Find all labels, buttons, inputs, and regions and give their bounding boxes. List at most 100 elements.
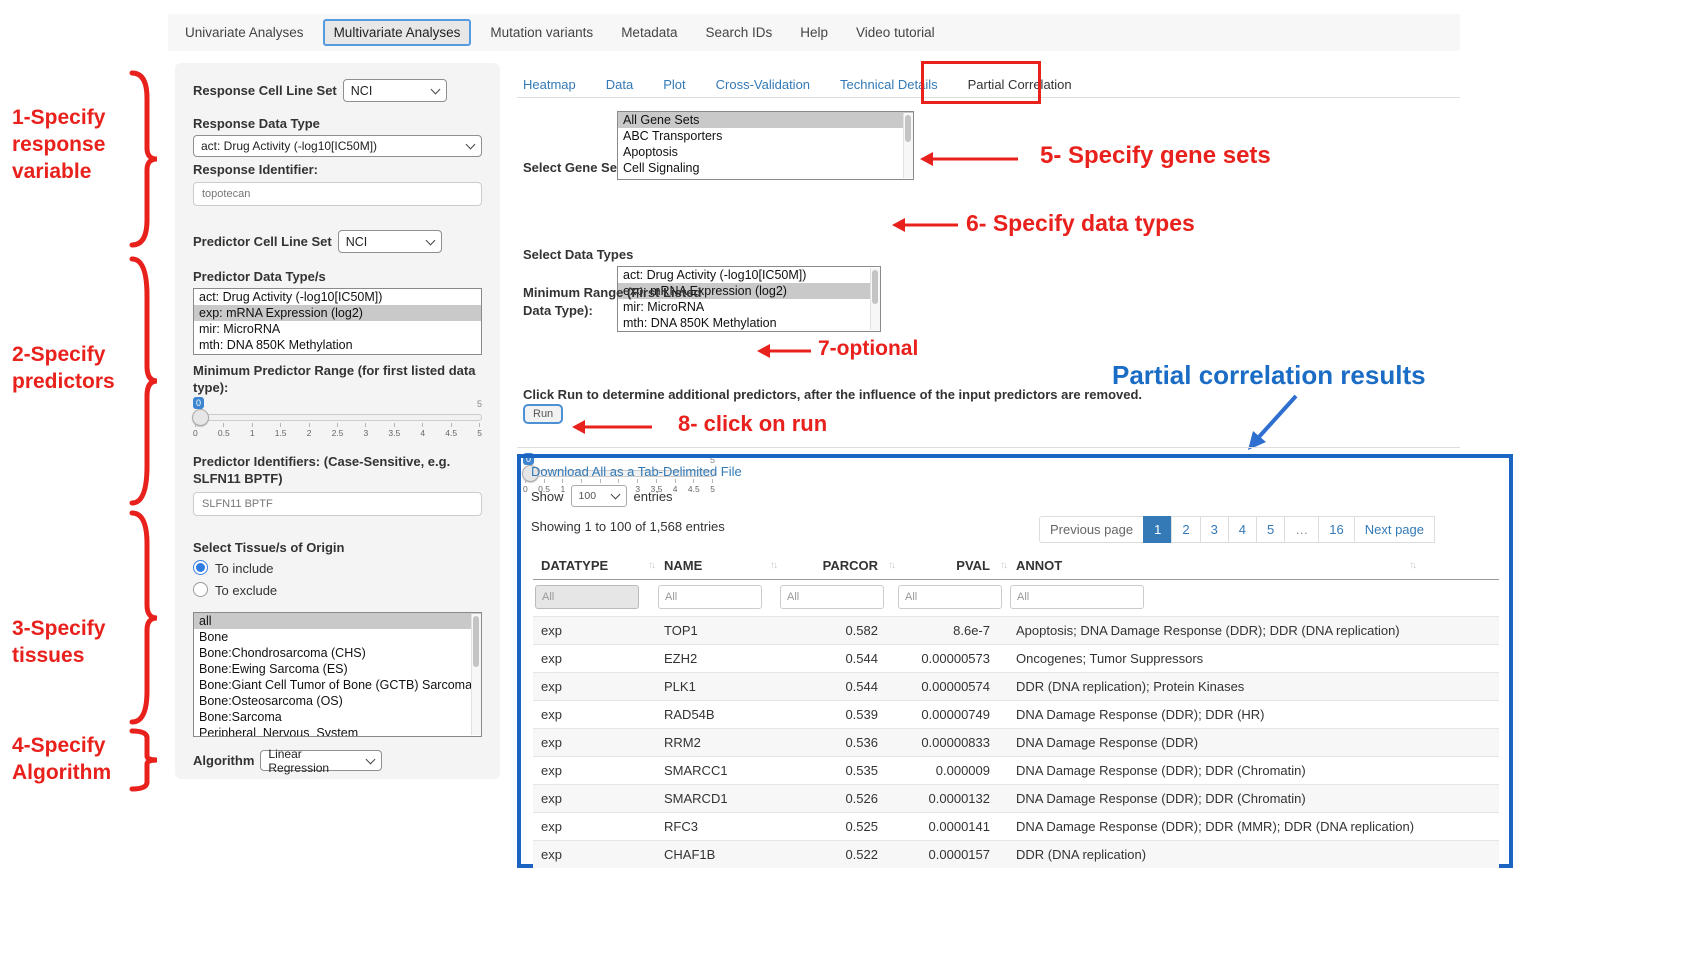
predictor-data-types-label: Predictor Data Type/s bbox=[193, 269, 326, 284]
slider-track[interactable] bbox=[192, 409, 482, 426]
tissue-option[interactable]: Bone:Osteosarcoma (OS) bbox=[199, 694, 343, 708]
predictor-data-type-option[interactable]: exp: mRNA Expression (log2) bbox=[194, 305, 481, 321]
results-tab-data[interactable]: Data bbox=[605, 76, 634, 92]
page-button-1[interactable]: 1 bbox=[1143, 516, 1173, 543]
download-link[interactable]: Download All as a Tab-Delimited File bbox=[531, 464, 742, 479]
page-ellipsis: … bbox=[1284, 516, 1320, 543]
sort-icon[interactable]: ↑↓ bbox=[770, 560, 778, 571]
response-data-type-select[interactable]: act: Drug Activity (-log10[IC50M]) bbox=[193, 135, 482, 157]
sort-icon[interactable]: ↑↓ bbox=[888, 560, 896, 571]
sort-icon[interactable]: ↑↓ bbox=[1000, 560, 1008, 571]
page-button-4[interactable]: 4 bbox=[1227, 516, 1258, 543]
response-cell-line-set-value: NCI bbox=[350, 83, 373, 98]
column-header-parcor[interactable]: PARCOR ↑↓ bbox=[778, 552, 896, 580]
gene-set-option[interactable]: Cell Signaling bbox=[623, 161, 700, 175]
predictor-cell-line-set-select[interactable]: NCI bbox=[337, 230, 442, 253]
cell-name: SMARCD1 bbox=[656, 784, 778, 813]
cell-datatype: exp bbox=[533, 672, 656, 701]
tissue-option[interactable]: all bbox=[194, 613, 481, 629]
data-type-option[interactable]: mth: DNA 850K Methylation bbox=[623, 316, 777, 330]
table-row: exp SMARCC1 0.535 0.000009 DNA Damage Respon… bbox=[533, 756, 1499, 785]
nav-tab-help[interactable]: Help bbox=[800, 25, 829, 40]
column-header-annot[interactable]: ANNOT ↑↓ bbox=[1008, 552, 1499, 580]
filter-pval-input[interactable] bbox=[898, 585, 1002, 609]
predictor-data-types-listbox[interactable]: act: Drug Activity (-log10[IC50M]) exp: m… bbox=[193, 288, 482, 355]
cell-annot: DDR (DNA replication); Protein Kinases bbox=[1008, 672, 1499, 701]
results-tab-technical-details[interactable]: Technical Details bbox=[840, 76, 938, 92]
results-tab-partial-correlation[interactable]: Partial Correlation bbox=[967, 76, 1072, 92]
table-row: exp RRM2 0.536 0.00000833 DNA Damage Respons… bbox=[533, 728, 1499, 757]
previous-page-button[interactable]: Previous page bbox=[1038, 516, 1145, 543]
algorithm-select[interactable]: Linear Regression bbox=[260, 747, 383, 775]
table-row: exp TOP1 0.582 8.6e-7 Apoptosis; DNA Damage … bbox=[533, 616, 1499, 645]
tissue-option[interactable]: Bone:Chondrosarcoma (CHS) bbox=[199, 646, 366, 660]
tissue-option[interactable]: Bone:Giant Cell Tumor of Bone (GCTB) Sar… bbox=[199, 678, 473, 692]
gene-set-option[interactable]: ABC Transporters bbox=[623, 129, 723, 143]
filter-name-input[interactable] bbox=[658, 585, 762, 609]
scrollbar-thumb[interactable] bbox=[872, 270, 878, 305]
tissue-option[interactable]: Bone:Sarcoma bbox=[199, 710, 282, 724]
scrollbar-thumb[interactable] bbox=[905, 115, 911, 143]
predictor-data-type-option[interactable]: act: Drug Activity (-log10[IC50M]) bbox=[199, 290, 383, 304]
scrollbar[interactable] bbox=[903, 113, 913, 178]
cell-pval: 0.000009 bbox=[896, 756, 1008, 785]
column-header-pval[interactable]: PVAL ↑↓ bbox=[896, 552, 1008, 580]
tissues-include-radio[interactable] bbox=[193, 560, 208, 575]
algorithm-value: Linear Regression bbox=[268, 746, 330, 775]
predictor-data-type-option[interactable]: mth: DNA 850K Methylation bbox=[199, 338, 353, 352]
column-header-name[interactable]: NAME ↑↓ bbox=[656, 552, 778, 580]
nav-tab-search-ids[interactable]: Search IDs bbox=[705, 25, 773, 40]
tissue-option[interactable]: Peripheral_Nervous_System bbox=[199, 726, 359, 737]
cell-parcor: 0.544 bbox=[778, 672, 896, 701]
gene-sets-listbox[interactable]: All Gene Sets ABC Transporters Apoptosis Ce… bbox=[617, 111, 914, 180]
response-data-type-value: act: Drug Activity (-log10[IC50M]) bbox=[201, 139, 378, 153]
next-page-button[interactable]: Next page bbox=[1353, 516, 1435, 543]
page-button-5[interactable]: 5 bbox=[1256, 516, 1286, 543]
results-tab-heatmap[interactable]: Heatmap bbox=[523, 76, 576, 92]
tissue-option[interactable]: Bone bbox=[199, 630, 229, 644]
tick-mark bbox=[365, 423, 367, 427]
page-size-select[interactable]: 100 bbox=[570, 485, 627, 507]
data-type-option[interactable]: mir: MicroRNA bbox=[623, 300, 705, 314]
scrollbar-thumb[interactable] bbox=[473, 616, 479, 667]
filter-datatype-input[interactable] bbox=[535, 585, 639, 609]
annotation-box-partial-correlation bbox=[921, 61, 1041, 104]
gene-set-option[interactable]: Apoptosis bbox=[623, 145, 678, 159]
run-button[interactable]: Run bbox=[523, 404, 564, 424]
nav-tab-mutation-variants[interactable]: Mutation variants bbox=[490, 25, 594, 40]
tissues-listbox[interactable]: all Bone Bone:Chondrosarcoma (CHS) Bone:Ewi… bbox=[193, 612, 482, 737]
gene-set-option[interactable]: All Gene Sets bbox=[618, 112, 913, 128]
page-button-2[interactable]: 2 bbox=[1171, 516, 1201, 543]
predictor-identifiers-input[interactable] bbox=[193, 492, 482, 516]
response-cell-line-set-select[interactable]: NCI bbox=[342, 79, 447, 102]
nav-tab-multivariate-analyses[interactable]: Multivariate Analyses bbox=[322, 19, 472, 46]
predictor-cell-line-set-value: NCI bbox=[345, 234, 368, 249]
filter-parcor-input[interactable] bbox=[780, 585, 884, 609]
scrollbar[interactable] bbox=[870, 268, 880, 330]
sort-icon[interactable]: ↑↓ bbox=[648, 560, 656, 571]
response-identifier-input[interactable] bbox=[193, 182, 482, 206]
predictor-data-type-option[interactable]: mir: MicroRNA bbox=[199, 322, 281, 336]
sort-icon[interactable]: ↑↓ bbox=[1409, 560, 1417, 571]
nav-tab-univariate-analyses[interactable]: Univariate Analyses bbox=[185, 25, 304, 40]
data-types-listbox[interactable]: act: Drug Activity (-log10[IC50M]) exp: m… bbox=[617, 266, 881, 332]
tissue-option[interactable]: Bone:Ewing Sarcoma (ES) bbox=[199, 662, 348, 676]
slider-tick-labels: 0 0.5 1 1.5 2 2.5 3 3.5 4 4.5 5 bbox=[193, 428, 482, 438]
slider-handle[interactable] bbox=[192, 409, 209, 426]
nav-tab-video-tutorial[interactable]: Video tutorial bbox=[856, 25, 935, 40]
page-button-3[interactable]: 3 bbox=[1199, 516, 1229, 543]
filter-annot-input[interactable] bbox=[1010, 585, 1144, 609]
page-button-16[interactable]: 16 bbox=[1318, 516, 1355, 543]
slider-handle[interactable] bbox=[522, 465, 539, 482]
column-header-datatype[interactable]: DATATYPE ↑↓ bbox=[533, 552, 656, 580]
results-tab-cross-validation[interactable]: Cross-Validation bbox=[715, 76, 811, 92]
data-type-option[interactable]: act: Drug Activity (-log10[IC50M]) bbox=[623, 268, 807, 282]
results-tab-plot[interactable]: Plot bbox=[663, 76, 686, 92]
nav-tab-metadata[interactable]: Metadata bbox=[621, 25, 678, 40]
data-type-option[interactable]: exp: mRNA Expression (log2) bbox=[618, 283, 880, 299]
tissues-exclude-radio[interactable] bbox=[193, 582, 208, 597]
tick-mark bbox=[195, 423, 196, 427]
tick-label: 0.5 bbox=[217, 428, 230, 438]
slider-track[interactable] bbox=[522, 465, 715, 482]
scrollbar[interactable] bbox=[471, 614, 481, 735]
